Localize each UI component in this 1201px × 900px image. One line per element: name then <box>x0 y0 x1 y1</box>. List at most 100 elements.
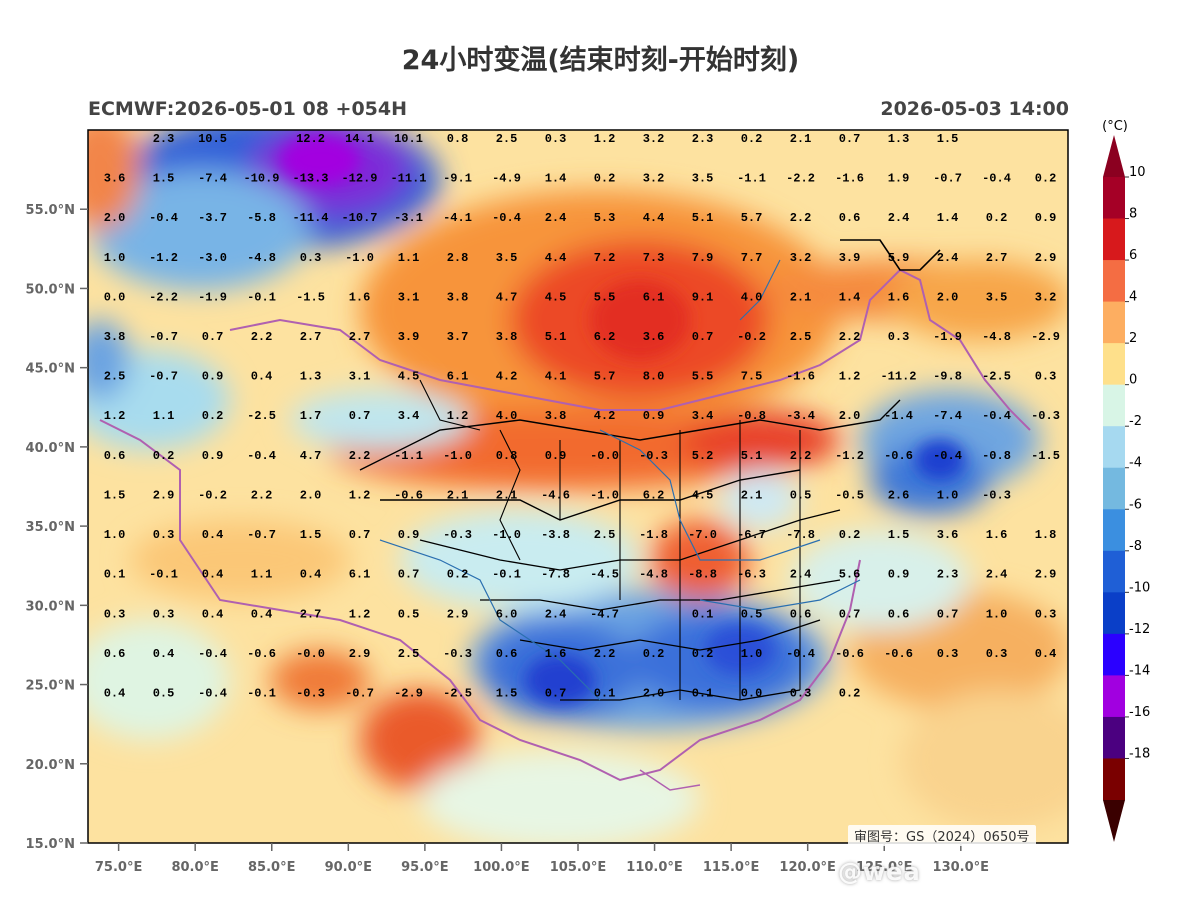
grid-value: 3.5 <box>692 172 714 186</box>
grid-value: -1.5 <box>296 290 325 304</box>
grid-value: 2.9 <box>153 488 175 502</box>
map-approval-number: 审图号：GS（2024）0650号 <box>848 825 1036 846</box>
grid-value: 0.7 <box>349 528 371 542</box>
colorbar-label: 10 <box>1129 165 1146 180</box>
lat-tick-label: 35.0°N <box>26 520 75 535</box>
grid-value: -12.9 <box>341 172 377 186</box>
colorbar-label: -18 <box>1129 746 1150 761</box>
grid-value: 5.1 <box>692 211 714 225</box>
grid-value: 10.5 <box>198 132 227 146</box>
grid-value: -0.4 <box>198 647 227 661</box>
colorbar-segment <box>1103 716 1125 759</box>
grid-value: 0.2 <box>153 449 175 463</box>
grid-value: -0.3 <box>443 528 472 542</box>
grid-value: -0.4 <box>933 449 962 463</box>
grid-value: -0.6 <box>884 449 913 463</box>
grid-value: 0.1 <box>692 607 714 621</box>
grid-value: 2.2 <box>790 211 812 225</box>
grid-value: 2.2 <box>251 488 273 502</box>
lon-tick-label: 85.0°E <box>248 860 295 875</box>
grid-value: 0.1 <box>594 686 616 700</box>
grid-value: 1.6 <box>888 290 910 304</box>
grid-value: 1.4 <box>937 211 959 225</box>
grid-value: 1.5 <box>300 528 322 542</box>
grid-value: 0.7 <box>398 568 420 582</box>
grid-value: 2.6 <box>888 488 910 502</box>
grid-value: 6.1 <box>349 568 371 582</box>
grid-value: 4.0 <box>741 290 763 304</box>
grid-value: 2.1 <box>790 290 812 304</box>
grid-value: 2.9 <box>447 607 469 621</box>
grid-value: -7.4 <box>198 172 227 186</box>
grid-value: -0.8 <box>982 449 1011 463</box>
grid-value: -1.0 <box>590 488 619 502</box>
grid-value: 1.5 <box>153 172 175 186</box>
grid-value-labels: 2.3 10.5 12.2 14.1 10.1 0.8 2.5 0.3 1.2 3.2 2.3 0.2… <box>104 132 1060 701</box>
grid-value: -0.2 <box>198 488 227 502</box>
grid-value: -0.3 <box>1031 409 1060 423</box>
grid-value: 0.2 <box>741 132 763 146</box>
grid-value: 1.6 <box>349 290 371 304</box>
grid-value: -0.4 <box>247 449 276 463</box>
grid-value: 1.0 <box>104 251 126 265</box>
colorbar-segment <box>1103 343 1125 386</box>
grid-value: 0.9 <box>888 568 910 582</box>
grid-value: 2.7 <box>349 330 371 344</box>
grid-value: 1.2 <box>349 488 371 502</box>
colorbar-segment <box>1103 301 1125 344</box>
colorbar-segment <box>1103 384 1125 427</box>
grid-value: -4.8 <box>639 568 668 582</box>
grid-value: 1.0 <box>104 528 126 542</box>
colorbar-label: -12 <box>1129 622 1150 637</box>
grid-value: -4.8 <box>247 251 276 265</box>
grid-value: 2.1 <box>496 488 518 502</box>
grid-value: 1.2 <box>594 132 616 146</box>
grid-value: 4.5 <box>692 488 714 502</box>
grid-value: -0.6 <box>247 647 276 661</box>
grid-value: -2.5 <box>247 409 276 423</box>
lon-tick-label: 95.0°E <box>401 860 448 875</box>
grid-value: -1.5 <box>1031 449 1060 463</box>
grid-value: 2.9 <box>1035 251 1057 265</box>
grid-value: -4.7 <box>590 607 619 621</box>
grid-value: 1.5 <box>496 686 518 700</box>
grid-value: 5.6 <box>839 568 861 582</box>
colorbar-segment <box>1103 592 1125 635</box>
grid-value: 0.3 <box>104 607 126 621</box>
grid-value: 4.5 <box>545 290 567 304</box>
grid-value: 3.2 <box>1035 290 1057 304</box>
grid-value: -9.1 <box>443 172 472 186</box>
colorbar-segment <box>1103 509 1125 552</box>
grid-value: 6.1 <box>643 290 665 304</box>
grid-value: 7.7 <box>741 251 763 265</box>
grid-value: -0.4 <box>982 172 1011 186</box>
colorbar-segment <box>1103 633 1125 676</box>
grid-value: -10.7 <box>341 211 377 225</box>
grid-value: 0.7 <box>349 409 371 423</box>
grid-value: 2.4 <box>937 251 959 265</box>
lon-tick-label: 105.0°E <box>550 860 607 875</box>
lon-tick-label: 115.0°E <box>703 860 760 875</box>
colorbar-unit: (°C) <box>1102 119 1128 134</box>
grid-value: 2.4 <box>545 211 567 225</box>
grid-value: -4.1 <box>443 211 472 225</box>
colorbar-segment <box>1103 550 1125 593</box>
grid-value: 2.3 <box>153 132 175 146</box>
grid-value: 2.7 <box>300 607 322 621</box>
grid-value: 2.2 <box>790 449 812 463</box>
grid-value: -7.8 <box>541 568 570 582</box>
grid-value: -0.7 <box>149 370 178 384</box>
grid-value: 7.2 <box>594 251 616 265</box>
grid-value: -0.4 <box>786 647 815 661</box>
colorbar-segment <box>1103 758 1125 801</box>
latitude-axis: 55.0°N 50.0°N 45.0°N 40.0°N 35.0°N 30.0°N 25.0… <box>26 203 88 852</box>
colorbar-label: 2 <box>1129 331 1137 346</box>
colorbar-label: 4 <box>1129 290 1137 305</box>
grid-value: 0.6 <box>496 647 518 661</box>
lon-tick-label: 125.0°E <box>856 860 913 875</box>
grid-value: -1.0 <box>345 251 374 265</box>
grid-value: 1.5 <box>937 132 959 146</box>
lon-tick-label: 130.0°E <box>933 860 990 875</box>
grid-value: 1.1 <box>398 251 420 265</box>
grid-value: 1.1 <box>153 409 175 423</box>
